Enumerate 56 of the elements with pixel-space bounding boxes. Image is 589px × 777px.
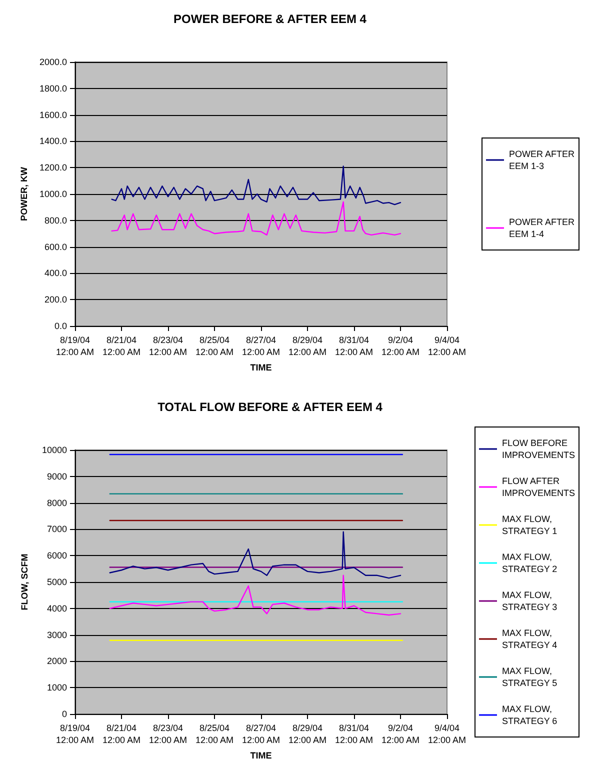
x-tick-label: 8/31/04 12:00 AM: [334, 335, 374, 357]
y-tick-label: 1800.0: [39, 83, 67, 94]
x-tick-label: 9/4/04 12:00 AM: [428, 723, 466, 745]
y-tick-label: 8000: [46, 498, 67, 508]
y-tick-label: 1200.0: [39, 162, 67, 173]
x-tick-label: 8/27/04 12:00 AM: [242, 335, 280, 357]
x-axis-title: TIME: [250, 750, 272, 760]
x-tick-label: 8/21/04 12:00 AM: [102, 335, 141, 357]
x-axis-title: TIME: [250, 362, 272, 372]
legend-label: POWER AFTER EEM 1-4: [509, 217, 576, 239]
y-axis-title: POWER, KW: [19, 166, 30, 221]
y-tick-label: 4000: [46, 603, 67, 614]
x-tick-label: 9/2/04 12:00 AM: [381, 335, 420, 357]
legend-label: FLOW AFTER IMPROVEMENTS: [502, 476, 576, 498]
y-tick-label: 1000.0: [39, 189, 67, 199]
y-tick-label: 9000: [46, 471, 67, 482]
y-tick-label: 0: [62, 709, 67, 719]
x-tick-label: 8/25/04 12:00 AM: [195, 723, 234, 745]
x-tick-label: 8/27/04 12:00 AM: [242, 723, 280, 745]
y-axis-title: FLOW, SCFM: [20, 554, 30, 610]
legend-label: MAX FLOW, STRATEGY 4: [502, 628, 558, 650]
y-tick-label: 800.0: [44, 215, 67, 226]
x-tick-label: 9/2/04 12:00 AM: [381, 723, 420, 745]
x-tick-label: 8/21/04 12:00 AM: [102, 723, 141, 745]
y-tick-label: 2000.0: [39, 57, 67, 67]
y-tick-label: 400.0: [44, 268, 67, 278]
x-tick-label: 8/19/04 12:00 AM: [56, 723, 94, 745]
y-tick-label: 3000: [46, 630, 67, 640]
y-tick-label: 10000: [42, 445, 67, 455]
y-tick-label: 2000: [46, 656, 67, 666]
legend-label: MAX FLOW, STRATEGY 2: [502, 552, 558, 574]
legend-label: MAX FLOW, STRATEGY 3: [502, 590, 558, 612]
y-tick-label: 1000: [46, 682, 67, 693]
legend-label: POWER AFTER EEM 1-3: [509, 149, 576, 171]
chart-title: POWER BEFORE & AFTER EEM 4: [174, 12, 367, 26]
y-tick-label: 6000: [46, 550, 67, 561]
y-tick-label: 1400.0: [39, 136, 67, 146]
legend-label: MAX FLOW, STRATEGY 1: [502, 514, 558, 536]
y-tick-label: 600.0: [44, 242, 67, 252]
y-tick-label: 1600.0: [39, 110, 67, 120]
legend-label: FLOW BEFORE IMPROVEMENTS: [502, 438, 576, 460]
x-tick-label: 8/29/04 12:00 AM: [288, 723, 327, 745]
chart-title: TOTAL FLOW BEFORE & AFTER EEM 4: [158, 400, 383, 414]
legend-label: MAX FLOW, STRATEGY 5: [502, 666, 558, 688]
x-tick-label: 8/25/04 12:00 AM: [195, 335, 234, 357]
y-tick-label: 200.0: [44, 294, 67, 305]
legend-label: MAX FLOW, STRATEGY 6: [502, 704, 558, 726]
x-tick-label: 8/23/04 12:00 AM: [148, 335, 188, 357]
x-tick-label: 8/23/04 12:00 AM: [148, 723, 188, 745]
y-tick-label: 5000: [46, 577, 67, 587]
y-tick-label: 0.0: [54, 321, 67, 331]
x-tick-label: 8/19/04 12:00 AM: [56, 335, 94, 357]
x-tick-label: 8/31/04 12:00 AM: [334, 723, 374, 745]
x-tick-label: 9/4/04 12:00 AM: [428, 335, 466, 357]
x-tick-label: 8/29/04 12:00 AM: [288, 335, 327, 357]
y-tick-label: 7000: [46, 524, 67, 534]
